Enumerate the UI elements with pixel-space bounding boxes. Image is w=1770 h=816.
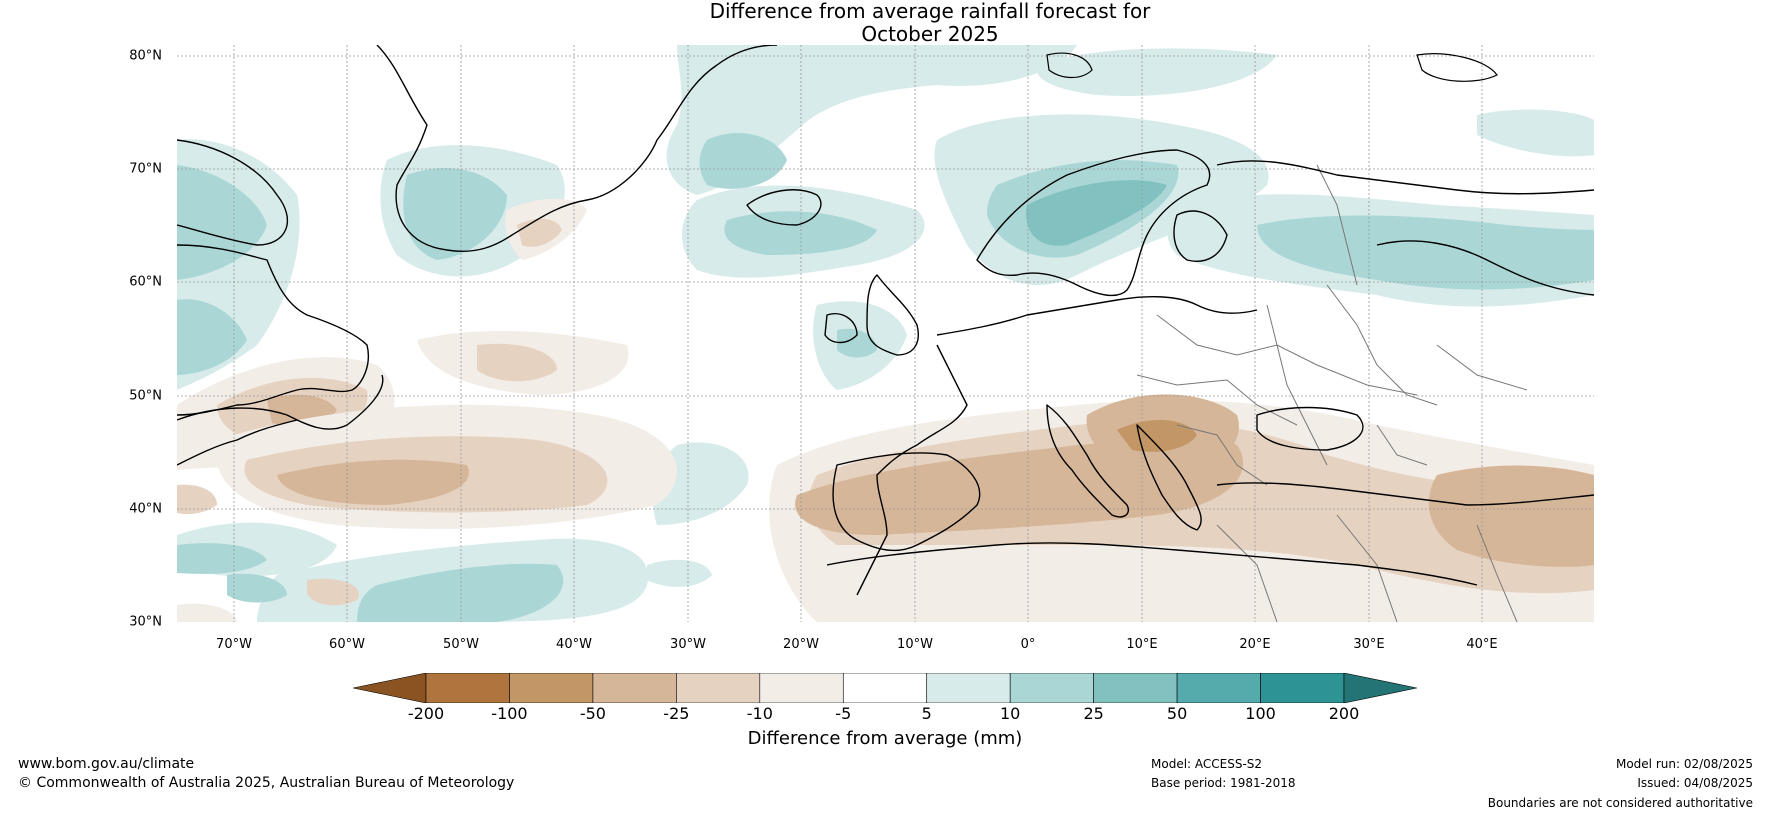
footer-model-run: Model run: 02/08/2025 [1615,757,1753,771]
colorbar-cell [842,673,928,703]
lon-label-10e: 10°E [1126,637,1158,652]
colorbar-cell [759,673,844,703]
lon-label-10w: 10°W [897,637,933,652]
lon-label-60w: 60°W [329,637,365,652]
lat-label-50n: 50°N [129,388,162,404]
lon-label-40e: 40°E [1466,637,1498,652]
colorbar-cell [592,673,677,703]
lat-label-70n: 70°N [129,161,162,177]
lon-label-0: 0° [1020,637,1036,652]
colorbar-tick-label: 10 [999,704,1021,723]
colorbar-cell [926,673,1011,703]
footer-copyright: © Commonwealth of Australia 2025, Austra… [18,775,515,791]
colorbar-tick-label: 50 [1166,704,1188,723]
colorbar-cell [1009,673,1094,703]
footer-disclaimer: Boundaries are not considered authoritat… [1487,796,1753,810]
footer-base-period: Base period: 1981-2018 [1151,776,1296,790]
lon-label-30e: 30°E [1353,637,1385,652]
colorbar-tick-label: -50 [579,704,606,723]
lon-label-30w: 30°W [670,637,706,652]
footer-website: www.bom.gov.au/climate [18,756,195,772]
colorbar-cell [1260,673,1345,703]
colorbar [353,673,1417,703]
lon-label-20w: 20°W [783,637,819,652]
colorbar-cell [676,673,761,703]
colorbar-cell [425,673,510,703]
country-borders [1136,164,1528,622]
arctic-islands [1046,52,1498,82]
footer-model: Model: ACCESS-S2 [1151,757,1263,771]
map-canvas [177,45,1594,622]
colorbar-tick-label: 100 [1245,704,1276,723]
title-line-1: Difference from average rainfall forecas… [709,0,1151,23]
graticule [177,45,1594,622]
footer-issued: Issued: 04/08/2025 [1637,776,1753,790]
lat-label-40n: 40°N [129,501,162,517]
title-line-2: October 2025 [861,22,999,46]
lon-label-70w: 70°W [216,637,252,652]
colorbar-left-arrow [353,673,427,703]
colorbar-right-arrow [1343,673,1417,703]
lat-label-30n: 30°N [129,614,162,630]
dry-anomaly-areas [177,198,1594,622]
colorbar-tick-label: -200 [407,704,445,723]
rainfall-anomaly-map [177,45,1594,622]
map-title: Difference from average rainfall forecas… [0,0,1770,46]
colorbar-cell [1176,673,1261,703]
coastlines [177,45,1594,596]
colorbar-tick-label: -25 [663,704,690,723]
colorbar-cell [1093,673,1178,703]
colorbar-tick-label: 5 [921,704,932,723]
colorbar-label: Difference from average (mm) [747,728,1023,749]
colorbar-tick-label: -5 [835,704,852,723]
wet-anomaly-areas [177,45,1594,622]
lat-label-60n: 60°N [129,274,162,290]
lon-label-50w: 50°W [443,637,479,652]
lon-label-40w: 40°W [556,637,592,652]
colorbar-tick-label: 25 [1083,704,1104,723]
colorbar-tick-label: -10 [746,704,773,723]
lat-label-80n: 80°N [129,48,162,64]
colorbar-tick-label: 200 [1328,704,1360,723]
colorbar-tick-label: -100 [491,704,528,723]
colorbar-cells [425,673,1345,703]
lon-label-20e: 20°E [1239,637,1271,652]
colorbar-cell [509,673,594,703]
